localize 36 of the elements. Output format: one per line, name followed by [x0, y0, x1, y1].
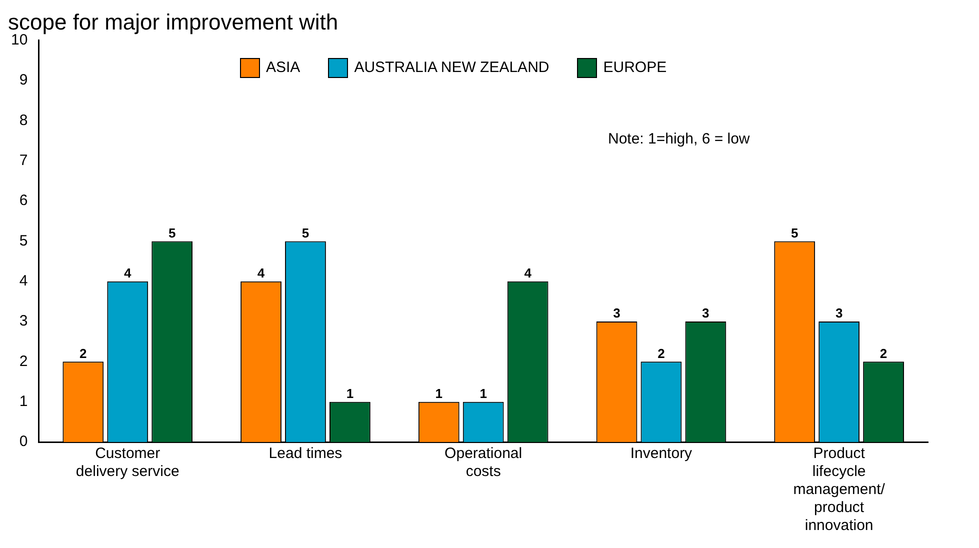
y-tick-label: 1 [19, 392, 28, 410]
data-label: 2 [80, 346, 87, 361]
data-label: 5 [302, 225, 310, 240]
data-label: 5 [790, 225, 798, 240]
y-tick-label: 8 [19, 112, 28, 129]
chart-title: scope for major improvement with [8, 9, 338, 34]
y-tick-label: 2 [19, 352, 28, 370]
data-label: 2 [880, 346, 888, 361]
y-tick-label: 10 [10, 32, 28, 49]
data-label: 1 [346, 386, 354, 401]
y-tick-label: 6 [19, 192, 28, 210]
legend-label: EUROPE [603, 58, 667, 78]
y-tick-label: 0 [19, 433, 28, 450]
y-tick-label: 4 [19, 272, 28, 290]
y-tick-label: 7 [19, 152, 28, 170]
data-label: 4 [124, 265, 132, 280]
data-label: 5 [168, 225, 176, 240]
data-label: 4 [257, 265, 266, 280]
data-label: 4 [524, 265, 532, 280]
data-label: 3 [613, 306, 620, 321]
data-label: 3 [702, 306, 710, 321]
y-tick-label: 9 [19, 72, 28, 89]
x-tick-label: Operational costs [444, 445, 522, 480]
x-tick-label: Customer delivery service [76, 445, 180, 480]
y-tick-label: 3 [19, 312, 28, 330]
legend-label: AUSTRALIA NEW ZEALAND [354, 58, 550, 78]
annotation: Note: 1=high, 6 = low [608, 130, 750, 148]
data-label: 3 [835, 306, 843, 321]
y-tick-label: 5 [19, 232, 28, 250]
legend-label: ASIA [266, 58, 300, 78]
x-tick-label: Lead times [268, 445, 342, 462]
data-label: 1 [480, 386, 487, 401]
x-tick-label: Inventory [630, 445, 693, 462]
data-label: 1 [435, 386, 442, 401]
x-tick-label: Product lifecycle management/ product innovation [793, 445, 886, 534]
data-label: 2 [658, 346, 665, 361]
